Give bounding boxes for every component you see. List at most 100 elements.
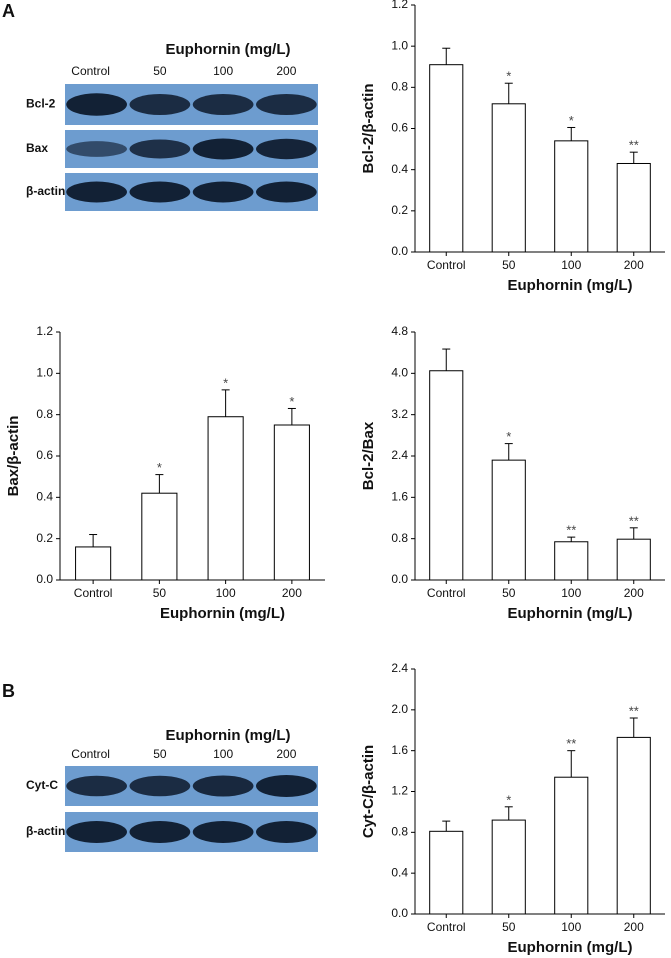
- blot-band: [129, 139, 191, 159]
- bar: [616, 538, 651, 581]
- y-tick-label: 0.0: [391, 906, 408, 920]
- y-tick-label: 0.8: [391, 825, 408, 839]
- y-tick-label: 4.8: [391, 324, 408, 338]
- x-axis-label: Euphornin (mg/L): [508, 605, 633, 622]
- x-tick-label: 100: [216, 586, 236, 600]
- y-tick-label: 1.6: [391, 743, 408, 757]
- x-axis-label: Euphornin (mg/L): [508, 277, 633, 294]
- y-tick-label: 0.2: [36, 531, 53, 545]
- blot-title: Euphornin (mg/L): [166, 727, 291, 744]
- blot-band: [129, 93, 191, 116]
- y-tick-label: 1.0: [391, 38, 408, 52]
- bar: [141, 492, 178, 581]
- row-label: Bcl-2: [26, 97, 56, 111]
- x-tick-label: 50: [502, 258, 516, 272]
- bar: [554, 541, 589, 581]
- y-tick-label: 2.4: [391, 448, 408, 462]
- y-tick-label: 0.4: [36, 490, 53, 504]
- x-tick-label: 50: [153, 586, 167, 600]
- lane-label: 100: [213, 747, 233, 761]
- lane-label: 200: [276, 747, 296, 761]
- y-axis-label: Bcl-2/β-actin: [360, 83, 377, 173]
- x-tick-label: 50: [502, 920, 516, 934]
- blot-band: [192, 138, 254, 160]
- blot-band: [66, 141, 127, 157]
- lane-label: 100: [213, 64, 233, 78]
- significance: *: [223, 375, 228, 390]
- significance: **: [566, 736, 576, 751]
- bar: [491, 819, 526, 915]
- y-tick-label: 1.0: [36, 366, 53, 380]
- blot-band: [66, 181, 127, 203]
- y-tick-label: 4.0: [391, 366, 408, 380]
- y-tick-label: 0.0: [36, 572, 53, 586]
- x-tick-label: 100: [561, 586, 581, 600]
- x-tick-label: 200: [282, 586, 302, 600]
- significance: **: [629, 513, 639, 528]
- blot-title: Euphornin (mg/L): [166, 41, 291, 58]
- blot-band: [192, 93, 254, 116]
- panel-label: B: [2, 681, 15, 701]
- y-tick-label: 0.4: [391, 162, 408, 176]
- y-tick-label: 1.2: [36, 324, 53, 338]
- y-tick-label: 3.2: [391, 407, 408, 421]
- significance: *: [289, 394, 294, 409]
- y-tick-label: 2.4: [391, 661, 408, 675]
- blot-band: [129, 821, 191, 843]
- y-tick-label: 0.6: [36, 448, 53, 462]
- y-tick-label: 1.6: [391, 490, 408, 504]
- significance: **: [566, 523, 576, 538]
- y-tick-label: 0.0: [391, 244, 408, 258]
- x-tick-label: 100: [561, 920, 581, 934]
- x-tick-label: Control: [427, 586, 466, 600]
- lane-label: 50: [153, 64, 167, 78]
- blot-band: [256, 181, 317, 203]
- lane-label: Control: [71, 64, 110, 78]
- x-axis-label: Euphornin (mg/L): [508, 939, 633, 956]
- significance: *: [569, 113, 574, 128]
- lane-label: 200: [276, 64, 296, 78]
- x-tick-label: Control: [427, 258, 466, 272]
- bar: [491, 103, 526, 253]
- y-tick-label: 0.4: [391, 865, 408, 879]
- blot-band: [66, 775, 127, 797]
- bar: [429, 370, 464, 581]
- bar: [616, 162, 651, 253]
- y-tick-label: 1.2: [391, 0, 408, 11]
- bar: [554, 140, 589, 253]
- blot-band: [66, 93, 127, 116]
- x-tick-label: 50: [502, 586, 516, 600]
- row-label: β-actin: [26, 824, 65, 838]
- x-tick-label: Control: [427, 920, 466, 934]
- blot-band: [129, 181, 191, 203]
- bar: [491, 459, 526, 581]
- bar: [75, 546, 112, 581]
- blot-band: [256, 821, 317, 843]
- y-tick-label: 0.6: [391, 121, 408, 135]
- blot-band: [66, 821, 127, 843]
- significance: *: [506, 69, 511, 84]
- significance: **: [629, 138, 639, 153]
- bar: [207, 416, 244, 581]
- blot-band: [256, 775, 317, 797]
- blot-band: [192, 181, 254, 203]
- y-tick-label: 0.0: [391, 572, 408, 586]
- bar: [554, 776, 589, 915]
- blot-band: [129, 775, 191, 797]
- row-label: β-actin: [26, 184, 65, 198]
- blot-band: [192, 775, 254, 797]
- row-label: Bax: [26, 141, 48, 155]
- x-tick-label: 100: [561, 258, 581, 272]
- blot-band: [256, 138, 317, 160]
- y-tick-label: 1.2: [391, 784, 408, 798]
- bar: [273, 424, 310, 581]
- x-tick-label: 200: [624, 258, 644, 272]
- x-tick-label: 200: [624, 920, 644, 934]
- significance: *: [157, 460, 162, 475]
- y-axis-label: Cyt-C/β-actin: [360, 745, 377, 838]
- y-tick-label: 0.2: [391, 203, 408, 217]
- blot-band: [192, 821, 254, 843]
- blot-band: [256, 93, 317, 116]
- bar: [616, 736, 651, 915]
